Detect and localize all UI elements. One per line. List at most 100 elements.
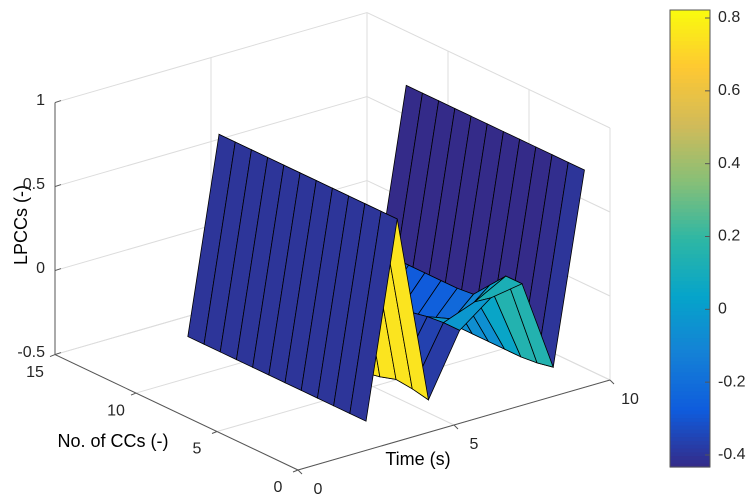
colorbar-cell: [670, 208, 710, 213]
colorbar-cell: [670, 78, 710, 83]
colorbar-cell: [670, 120, 710, 125]
surface-face: [349, 210, 398, 422]
colorbar-cell: [670, 341, 710, 346]
colorbar-cell: [670, 337, 710, 342]
colorbar-cell: [670, 249, 710, 255]
y-axis: [54, 354, 299, 471]
grid-line: [366, 12, 611, 129]
colorbar-cell: [670, 371, 710, 377]
colorbar-cell: [670, 173, 710, 179]
colorbar-cell: [670, 101, 710, 106]
colorbar-cell: [670, 238, 710, 243]
y-tick-label: 10: [107, 402, 125, 419]
colorbar-cell: [670, 154, 710, 160]
y-tick: [49, 354, 56, 358]
colorbar-cell: [670, 310, 710, 316]
colorbar-cell: [670, 348, 710, 354]
colorbar-cell: [670, 367, 710, 373]
colorbar-cell: [670, 234, 710, 240]
colorbar-cell: [670, 40, 710, 45]
colorbar-cell: [670, 432, 710, 438]
colorbar-cell: [670, 215, 710, 221]
colorbar-cell: [670, 109, 710, 114]
colorbar-cell: [670, 447, 710, 453]
colorbar-cell: [670, 356, 710, 361]
z-tick: [54, 100, 62, 104]
colorbar-cell: [670, 59, 710, 64]
colorbar-cell: [670, 74, 710, 80]
z-tick: [54, 184, 62, 188]
colorbar-cell: [670, 36, 710, 42]
colorbar-cell: [670, 204, 710, 209]
colorbar-cell: [670, 421, 710, 426]
colorbar-cell: [670, 318, 710, 323]
colorbar-cell: [670, 219, 710, 224]
colorbar-cell: [670, 82, 710, 87]
colorbar-cell: [670, 417, 710, 422]
colorbar-cell: [670, 150, 710, 156]
colorbar-cell: [670, 295, 710, 301]
colorbar-cell: [670, 387, 710, 392]
y-tick: [292, 469, 299, 473]
colorbar-cell: [670, 409, 710, 415]
colorbar-cell: [670, 200, 710, 205]
colorbar-cell: [670, 406, 710, 411]
colorbar-cell: [670, 379, 710, 384]
colorbar-cell: [670, 89, 710, 95]
z-tick: [54, 352, 62, 356]
colorbar-cell: [670, 246, 710, 251]
colorbar-cell: [670, 112, 710, 118]
colorbar-cell: [670, 364, 710, 369]
colorbar-cell: [670, 105, 710, 110]
colorbar-cell: [670, 444, 710, 449]
colorbar-cell: [670, 463, 710, 468]
colorbar-cell: [670, 188, 710, 194]
grid-line: [216, 341, 530, 433]
colorbar-cell: [670, 352, 710, 358]
colorbar-tick-label: 0: [718, 301, 727, 318]
colorbar-cell: [670, 223, 710, 228]
colorbar-cell: [670, 272, 710, 278]
colorbar-cell: [670, 21, 710, 26]
x-tick-label: 10: [621, 391, 639, 408]
colorbar-cell: [670, 67, 710, 72]
colorbar-cell: [670, 326, 710, 331]
y-tick: [211, 431, 218, 434]
colorbar-cell: [670, 116, 710, 122]
colorbar-cell: [670, 211, 710, 217]
x-tick: [453, 424, 459, 430]
colorbar-cell: [670, 303, 710, 308]
colorbar-cell: [670, 147, 710, 152]
colorbar-cell: [670, 284, 710, 289]
colorbar-cell: [670, 227, 710, 232]
colorbar-cell: [670, 276, 710, 281]
colorbar-cell: [670, 314, 710, 320]
colorbar-cell: [670, 375, 710, 381]
colorbar-cell: [670, 93, 710, 99]
z-axis-label: LPCCs (-): [11, 185, 31, 265]
x-tick-label: 0: [314, 481, 323, 498]
colorbar-cell: [670, 230, 710, 236]
colorbar-cell: [670, 48, 710, 53]
colorbar-tick-label: 0.4: [718, 155, 740, 172]
colorbar-cell: [670, 333, 710, 339]
colorbar-cell: [670, 383, 710, 388]
colorbar-cell: [670, 329, 710, 335]
colorbar-cell: [670, 17, 710, 23]
z-tick-label: 1: [36, 92, 45, 109]
colorbar-cell: [670, 192, 710, 198]
colorbar-cell: [670, 135, 710, 141]
colorbar-cell: [670, 261, 710, 266]
colorbar-cell: [670, 428, 710, 434]
colorbar-cell: [670, 291, 710, 297]
colorbar-cell: [670, 44, 710, 49]
colorbar-cell: [670, 70, 710, 76]
colorbar-tick-label: 0.8: [718, 9, 740, 26]
colorbar-cell: [670, 451, 710, 457]
colorbar-cell: [670, 162, 710, 167]
colorbar-cell: [670, 169, 710, 175]
colorbar-cell: [670, 86, 710, 91]
colorbar-cell: [670, 131, 710, 137]
colorbar-cell: [670, 158, 710, 163]
colorbar-cell: [670, 360, 710, 365]
